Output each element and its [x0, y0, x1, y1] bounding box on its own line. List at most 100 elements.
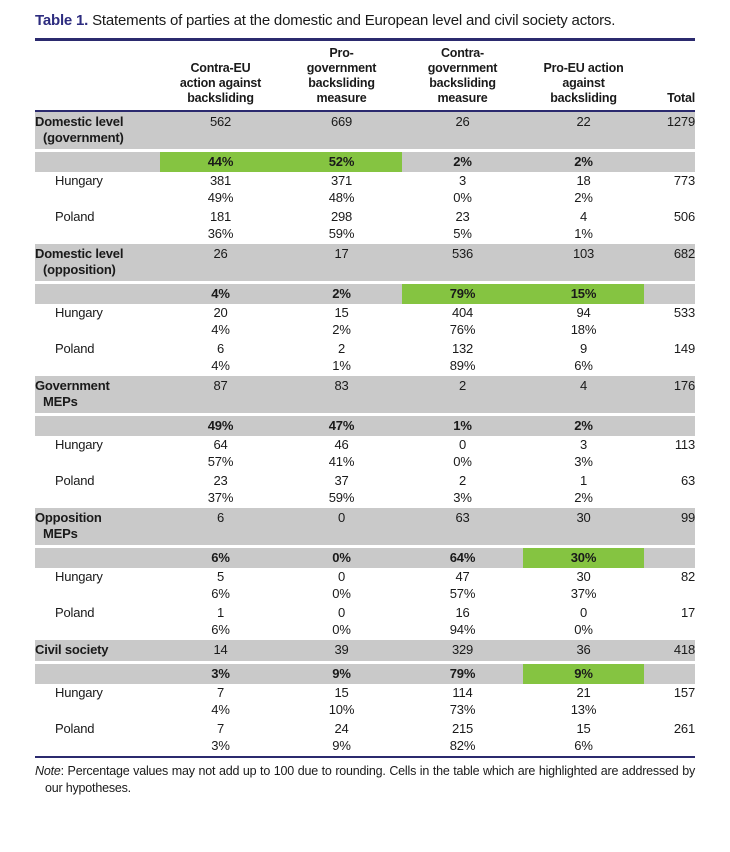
- section-count-col3: 63: [402, 508, 523, 548]
- percent-cell: 4%: [160, 281, 281, 304]
- country-percent-col2: 48%: [328, 190, 355, 205]
- country-percent-empty-label: [35, 358, 160, 376]
- country-row: Hungary 20 15 404 94 533: [35, 304, 695, 322]
- country-percent-row: 3% 9% 82% 6%: [35, 738, 695, 757]
- section-row: Civil society 14 39 329 36 418: [35, 640, 695, 664]
- section-count-col1: 562: [160, 111, 281, 152]
- section-count-col2: 83: [281, 376, 402, 416]
- section-label: Domestic level (government): [35, 111, 160, 152]
- country-percent-col2: 59%: [328, 490, 355, 505]
- country-percent-col4: 6%: [574, 358, 593, 373]
- country-total: 533: [673, 305, 695, 320]
- country-row: Hungary 7 15 114 21 157: [35, 684, 695, 702]
- statements-table: Contra-EU action against backsliding Pro…: [35, 38, 695, 758]
- section-count-col1: 14: [160, 640, 281, 664]
- percent-cell: 2%: [402, 149, 523, 172]
- country-percent-row: 4% 10% 73% 13%: [35, 702, 695, 720]
- country-percent-col3: 0%: [453, 190, 472, 205]
- section-label-line1: Domestic level: [35, 114, 124, 129]
- percent-row-empty-label: [35, 149, 160, 172]
- country-count-col3: 2: [458, 473, 467, 488]
- percent-cell: 79%: [402, 661, 523, 684]
- country-percent-empty-label: [35, 226, 160, 244]
- table-note-text: : Percentage values may not add up to 10…: [45, 764, 695, 795]
- country-row: Hungary 381 371 3 18 773: [35, 172, 695, 190]
- country-count-col1: 20: [213, 305, 228, 320]
- country-percent-col3: 0%: [453, 454, 472, 469]
- country-count-col2: 15: [334, 685, 349, 700]
- percent-row-empty-total: [644, 149, 695, 172]
- country-percent-col3: 94%: [449, 622, 476, 637]
- country-percent-empty-label: [35, 622, 160, 640]
- country-row: Hungary 5 0 47 30 82: [35, 568, 695, 586]
- section-count-col3: 2: [402, 376, 523, 416]
- country-count-col3: 23: [455, 209, 470, 224]
- country-count-col1: 7: [216, 685, 225, 700]
- country-percent-col1: 4%: [211, 702, 230, 717]
- section-total: 99: [644, 508, 695, 548]
- country-percent-col3: 3%: [453, 490, 472, 505]
- header-total: Total: [644, 39, 695, 112]
- percent-row-empty-total: [644, 545, 695, 568]
- country-percent-row: 36% 59% 5% 1%: [35, 226, 695, 244]
- header-row: Contra-EU action against backsliding Pro…: [35, 39, 695, 112]
- country-percent-col3: 89%: [449, 358, 476, 373]
- country-percent-col2: 41%: [328, 454, 355, 469]
- percent-row-empty-total: [644, 281, 695, 304]
- percent-cell: 64%: [402, 545, 523, 568]
- section-total: 1279: [644, 111, 695, 152]
- highlighted-percent-cell: 52%: [281, 149, 402, 172]
- country-count-col4: 1: [579, 473, 588, 488]
- country-percent-col2: 1%: [332, 358, 351, 373]
- country-percent-col4: 13%: [570, 702, 597, 717]
- section-percent-row: 49% 47% 1% 2%: [35, 413, 695, 436]
- header-contra-eu-action: Contra-EU action against backsliding: [160, 39, 281, 112]
- section-row: Domestic level (opposition) 26 17 536 103 682: [35, 244, 695, 284]
- percent-cell: 6%: [160, 545, 281, 568]
- country-total: 113: [674, 437, 695, 452]
- country-count-col1: 1: [216, 605, 225, 620]
- highlighted-percent-cell: 9%: [523, 661, 644, 684]
- country-percent-empty-total: [644, 454, 695, 472]
- country-percent-empty-label: [35, 454, 160, 472]
- country-label: Hungary: [55, 437, 103, 452]
- section-total: 682: [644, 244, 695, 284]
- country-count-col4: 18: [576, 173, 591, 188]
- country-percent-row: 57% 41% 0% 3%: [35, 454, 695, 472]
- country-percent-empty-total: [644, 358, 695, 376]
- header-empty: [35, 39, 160, 112]
- section-label-line1: Domestic level: [35, 246, 124, 261]
- section-count-col2: 0: [281, 508, 402, 548]
- header-pro-government-measure: Pro- government backsliding measure: [281, 39, 402, 112]
- country-percent-col1: 49%: [207, 190, 234, 205]
- country-row: Poland 23 37 2 1 63: [35, 472, 695, 490]
- country-count-col1: 23: [213, 473, 228, 488]
- country-count-col4: 9: [579, 341, 588, 356]
- country-percent-col2: 9%: [332, 738, 351, 753]
- highlighted-percent-cell: 30%: [523, 545, 644, 568]
- country-count-col2: 2: [337, 341, 346, 356]
- country-count-col3: 114: [452, 685, 473, 700]
- country-count-col3: 404: [451, 305, 474, 320]
- section-count-col4: 4: [523, 376, 644, 416]
- country-percent-empty-total: [644, 738, 695, 757]
- percent-cell: 9%: [281, 661, 402, 684]
- country-percent-col1: 36%: [207, 226, 234, 241]
- country-count-col4: 30: [576, 569, 591, 584]
- country-count-col2: 46: [334, 437, 349, 452]
- country-percent-col1: 57%: [207, 454, 234, 469]
- country-percent-row: 6% 0% 57% 37%: [35, 586, 695, 604]
- country-percent-col2: 59%: [328, 226, 355, 241]
- section-label: Government MEPs: [35, 376, 160, 416]
- table-note: Note: Percentage values may not add up t…: [35, 758, 695, 797]
- percent-cell: 2%: [523, 149, 644, 172]
- country-count-col4: 0: [579, 605, 588, 620]
- percent-cell: 0%: [281, 545, 402, 568]
- country-percent-empty-label: [35, 702, 160, 720]
- country-count-col4: 21: [576, 685, 591, 700]
- country-label: Hungary: [55, 305, 103, 320]
- country-count-col1: 64: [213, 437, 228, 452]
- country-total: 506: [673, 209, 695, 224]
- country-count-col2: 0: [337, 605, 346, 620]
- percent-cell: 47%: [281, 413, 402, 436]
